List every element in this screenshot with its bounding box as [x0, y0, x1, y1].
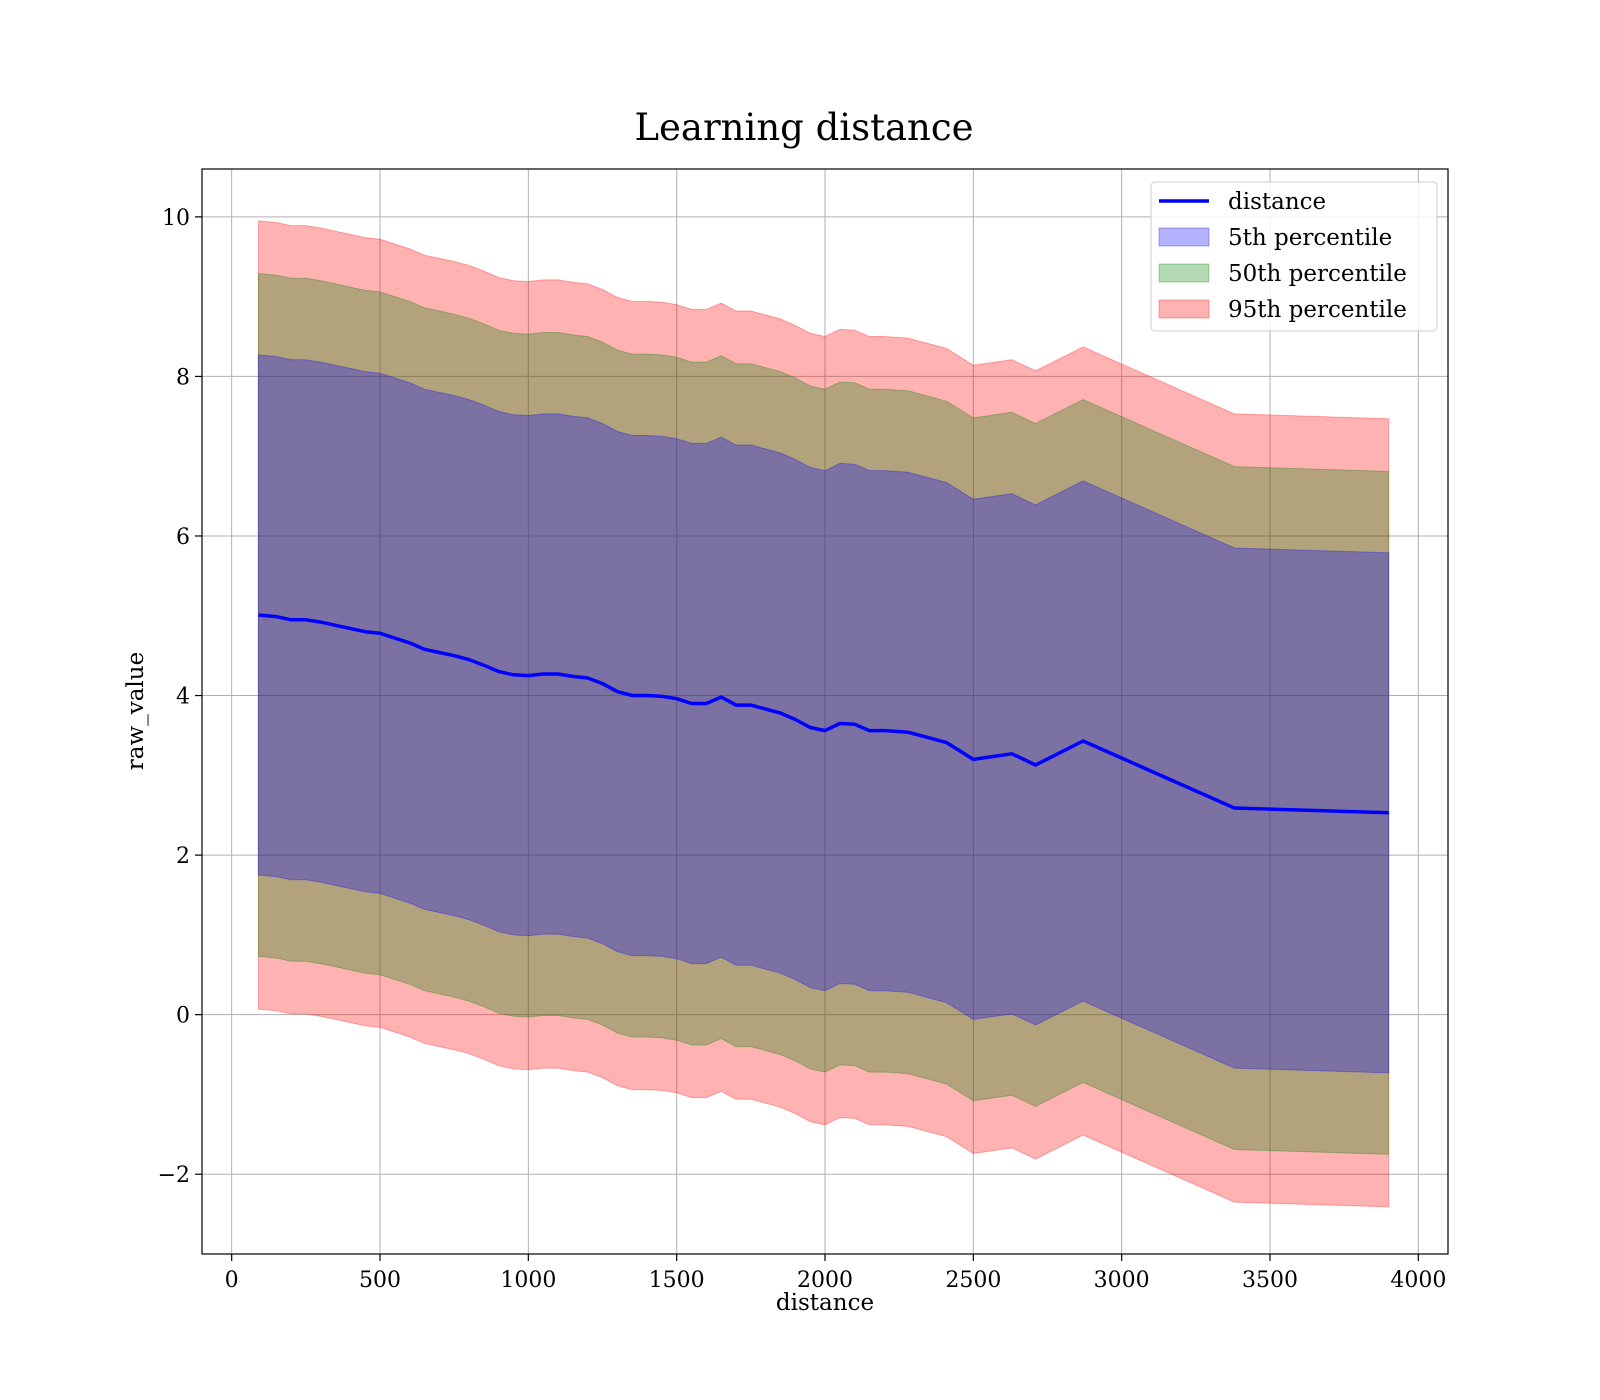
x-tick-label: 2000	[797, 1268, 853, 1293]
x-tick-label: 500	[359, 1268, 401, 1293]
y-tick-label: −2	[158, 1163, 190, 1188]
grid	[202, 169, 1448, 1254]
x-axis-ticks: 0 500 1000 1500 2000 2500 3000 3500 4000	[225, 1254, 1446, 1293]
legend-swatch-patch	[1158, 263, 1210, 283]
legend: distance 5th percentile 50th percentile 95t…	[1150, 181, 1438, 332]
x-axis-label: distance	[776, 1290, 874, 1316]
x-tick-label: 1000	[500, 1268, 556, 1293]
y-axis-label: raw_value	[123, 652, 149, 770]
series-line-distance	[258, 613, 1389, 815]
y-tick-label: 10	[162, 206, 190, 231]
legend-label: distance	[1228, 189, 1326, 215]
x-tick-label: 0	[225, 1268, 239, 1293]
x-tick-label: 3000	[1094, 1268, 1150, 1293]
y-tick-label: 6	[176, 525, 190, 550]
y-tick-label: 8	[176, 365, 190, 390]
band-95th	[257, 220, 1390, 1208]
legend-box	[1150, 181, 1438, 332]
percentile-bands	[257, 220, 1390, 1208]
y-axis-ticks: −2 0 2 4 6 8 10	[158, 206, 202, 1188]
legend-swatch-patch	[1158, 299, 1210, 319]
band-5th	[257, 354, 1390, 1074]
legend-label: 5th percentile	[1228, 225, 1392, 251]
x-tick-label: 3500	[1242, 1268, 1298, 1293]
legend-label: 50th percentile	[1228, 261, 1407, 287]
y-tick-label: 0	[176, 1004, 190, 1029]
legend-swatch-patch	[1158, 227, 1210, 247]
band-50th	[257, 272, 1390, 1155]
legend-label: 95th percentile	[1228, 297, 1407, 323]
y-tick-label: 2	[176, 844, 190, 869]
x-tick-label: 2500	[945, 1268, 1001, 1293]
chart-title: Learning distance	[634, 106, 973, 149]
x-tick-label: 4000	[1390, 1268, 1446, 1293]
x-tick-label: 1500	[649, 1268, 705, 1293]
series-lines	[258, 613, 1389, 815]
y-tick-label: 4	[176, 685, 190, 710]
